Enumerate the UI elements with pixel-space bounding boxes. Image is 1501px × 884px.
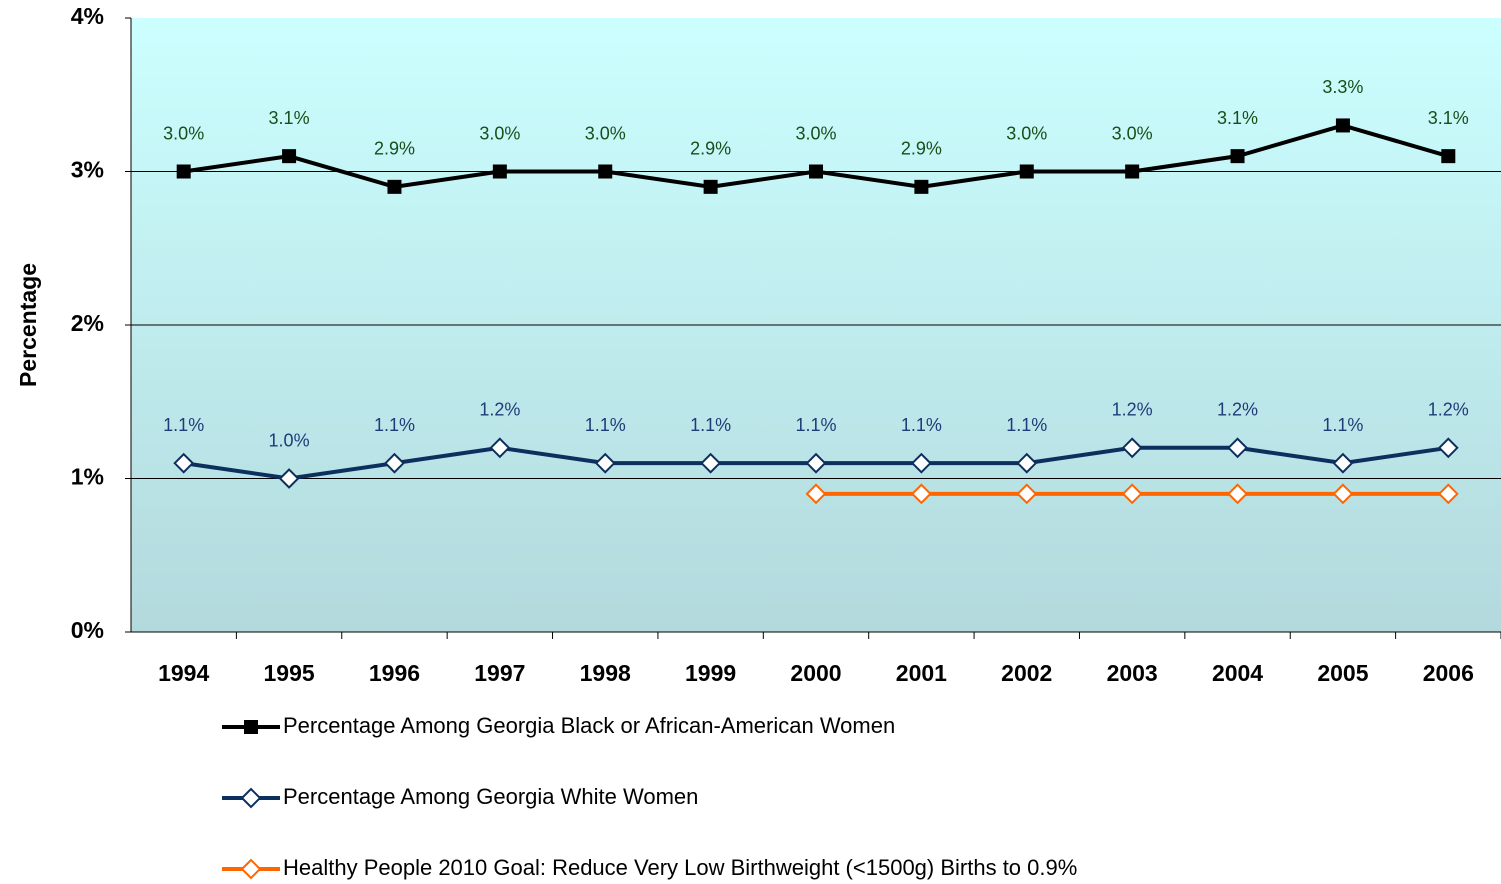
- data-point: [1121, 483, 1143, 505]
- data-point: [1125, 164, 1140, 179]
- x-tick-label: 1999: [685, 660, 736, 686]
- data-label: 1.2%: [1428, 400, 1469, 420]
- y-axis-title: Percentage: [15, 263, 41, 387]
- data-point: [910, 483, 932, 505]
- data-point: [489, 437, 511, 459]
- x-tick-label: 1996: [369, 660, 420, 686]
- x-tick-label: 1995: [263, 660, 314, 686]
- data-point: [1121, 437, 1143, 459]
- x-tick-label: 1998: [580, 660, 631, 686]
- y-tick-label: 3%: [71, 157, 104, 183]
- data-point: [1437, 437, 1459, 459]
- data-point: [278, 468, 300, 489]
- x-tick-label: 2000: [790, 660, 841, 686]
- data-point: [1230, 149, 1245, 164]
- data-point: [1332, 483, 1354, 505]
- data-point: [387, 179, 402, 194]
- data-point: [1227, 483, 1248, 505]
- data-label: 3.0%: [795, 123, 836, 143]
- data-label: 3.3%: [1322, 77, 1363, 97]
- data-point: [1016, 452, 1038, 474]
- data-point: [1335, 118, 1350, 133]
- data-point: [173, 452, 195, 474]
- legend-label: Percentage Among Georgia White Women: [283, 784, 698, 809]
- data-point: [805, 483, 827, 505]
- data-point: [598, 164, 613, 179]
- x-tick-label: 2001: [896, 660, 947, 686]
- data-label: 3.0%: [1112, 123, 1153, 143]
- data-label: 1.1%: [374, 415, 415, 435]
- data-point: [492, 164, 507, 179]
- data-label: 1.1%: [795, 415, 836, 435]
- y-tick-label: 0%: [71, 617, 104, 643]
- data-label: 3.1%: [1217, 108, 1258, 128]
- data-label: 1.1%: [1322, 415, 1363, 435]
- data-label: 1.0%: [269, 430, 310, 450]
- data-label: 1.1%: [901, 415, 942, 435]
- data-point: [594, 452, 616, 474]
- legend-marker: [244, 720, 258, 734]
- x-tick-label: 2002: [1001, 660, 1052, 686]
- data-point: [1437, 483, 1459, 505]
- data-point: [384, 452, 405, 474]
- data-point: [703, 179, 718, 194]
- data-label: 3.1%: [269, 108, 310, 128]
- data-point: [809, 164, 823, 179]
- data-label: 2.9%: [690, 139, 731, 159]
- data-label: 1.1%: [585, 415, 626, 435]
- legend-marker: [240, 787, 262, 809]
- data-label: 3.0%: [163, 123, 204, 143]
- data-point: [176, 164, 191, 179]
- data-point: [1016, 483, 1038, 505]
- data-label: 3.0%: [1006, 123, 1047, 143]
- x-tick-label: 1994: [158, 660, 209, 686]
- data-point: [805, 452, 827, 474]
- data-point: [282, 149, 297, 164]
- data-point: [910, 452, 932, 474]
- data-label: 3.0%: [585, 123, 626, 143]
- data-point: [1227, 437, 1248, 459]
- y-tick-label: 1%: [71, 464, 104, 490]
- data-label: 1.2%: [1112, 400, 1153, 420]
- x-tick-label: 1997: [474, 660, 525, 686]
- data-label: 2.9%: [901, 139, 942, 159]
- y-tick-label: 4%: [71, 3, 104, 29]
- x-tick-label: 2004: [1212, 660, 1263, 686]
- legend-label: Percentage Among Georgia Black or Africa…: [283, 713, 895, 738]
- legend-label: Healthy People 2010 Goal: Reduce Very Lo…: [283, 855, 1077, 880]
- data-point: [700, 452, 722, 474]
- data-point: [1332, 452, 1354, 474]
- data-label: 1.1%: [690, 415, 731, 435]
- y-tick-label: 2%: [71, 310, 104, 336]
- data-point: [914, 179, 929, 194]
- data-label: 1.2%: [479, 400, 520, 420]
- x-tick-label: 2003: [1107, 660, 1158, 686]
- data-point: [1019, 164, 1034, 179]
- data-label: 3.1%: [1428, 108, 1469, 128]
- x-tick-label: 2005: [1317, 660, 1368, 686]
- data-label: 1.2%: [1217, 400, 1258, 420]
- data-label: 1.1%: [1006, 415, 1047, 435]
- data-label: 3.0%: [479, 123, 520, 143]
- data-point: [1441, 149, 1456, 164]
- x-tick-label: 2006: [1423, 660, 1474, 686]
- data-label: 2.9%: [374, 139, 415, 159]
- legend-marker: [240, 858, 262, 880]
- data-label: 1.1%: [163, 415, 204, 435]
